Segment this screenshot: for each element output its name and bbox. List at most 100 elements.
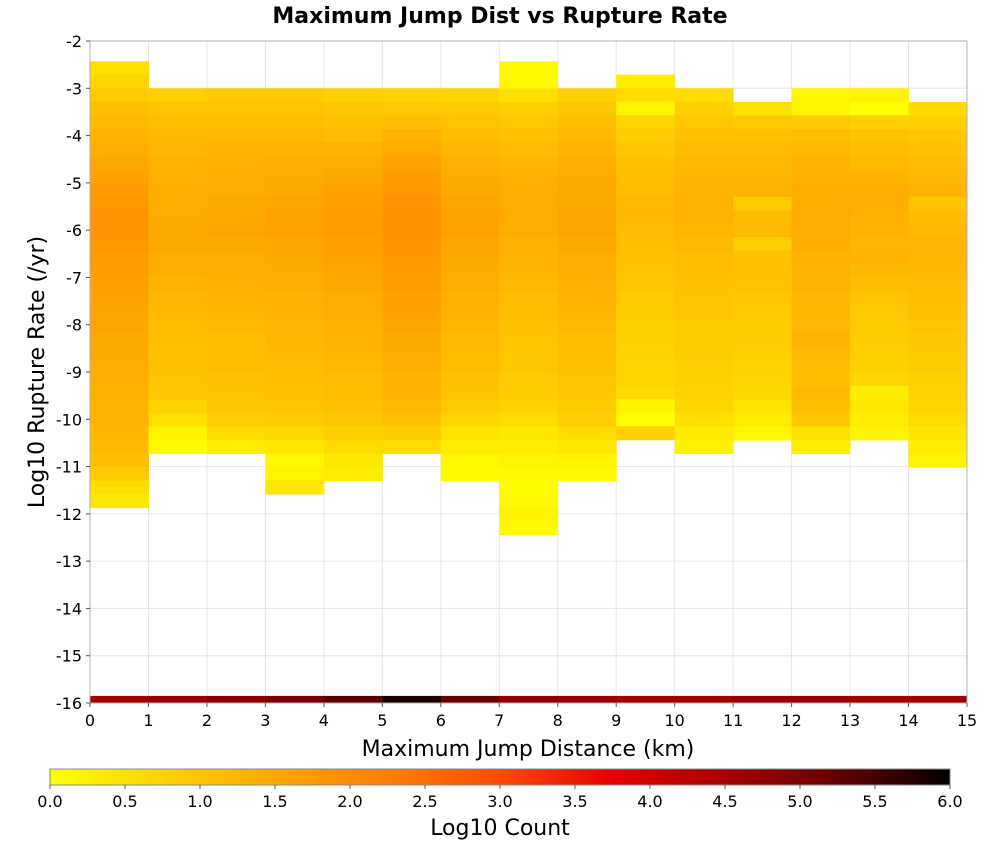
baseline-cell — [90, 695, 149, 703]
heatmap-cell — [557, 372, 617, 387]
heatmap-cell — [148, 277, 208, 292]
heatmap-cell — [323, 182, 383, 197]
heatmap-cell — [733, 101, 793, 117]
heatmap-cell — [206, 250, 266, 265]
heatmap-cell — [791, 142, 851, 157]
heatmap-cell — [90, 480, 149, 495]
heatmap-cell — [908, 277, 968, 292]
heatmap-cell — [616, 169, 676, 184]
heatmap-cell — [850, 128, 910, 143]
heatmap-cell — [557, 155, 617, 170]
heatmap-cell — [733, 223, 793, 238]
heatmap-cell — [206, 358, 266, 373]
colorbar-tick-label: 2.5 — [412, 792, 437, 811]
heatmap-cell — [90, 277, 149, 292]
heatmap-cell — [323, 169, 383, 184]
heatmap-cell — [733, 385, 793, 401]
x-tick-label: 12 — [781, 711, 801, 730]
heatmap-cell — [908, 413, 968, 428]
heatmap-cell — [850, 412, 910, 427]
heatmap-cell — [850, 115, 910, 130]
heatmap-cell — [616, 74, 676, 89]
heatmap-cell — [440, 250, 500, 265]
heatmap-cell — [323, 101, 383, 116]
heatmap-cell — [323, 196, 383, 211]
heatmap-cell — [90, 88, 149, 103]
heatmap-cell — [206, 128, 266, 143]
heatmap-cell — [323, 142, 383, 157]
heatmap-cell — [440, 209, 500, 225]
heatmap-cell — [440, 412, 500, 427]
heatmap-cell — [791, 358, 851, 373]
heatmap-cell — [440, 196, 500, 211]
heatmap-cell — [733, 196, 793, 211]
heatmap-cell — [206, 101, 266, 116]
heatmap-cell — [148, 426, 208, 441]
baseline-cell — [850, 695, 910, 703]
heatmap-cell — [733, 183, 793, 198]
heatmap-cell — [733, 115, 793, 130]
heatmap-cell — [499, 101, 559, 116]
x-tick-label: 0 — [85, 711, 95, 730]
y-axis-ticks: -2 -3 -4 -5 -6 -7 -8 -9 -10 -11 -12 -13 -14 -15 -16 — [56, 32, 90, 713]
heatmap-cell — [616, 223, 676, 238]
heatmap-cell — [148, 128, 208, 143]
heatmap-cell — [148, 412, 208, 427]
baseline-cell — [674, 695, 734, 703]
heatmap-cell — [499, 521, 559, 536]
heatmap-cell — [791, 182, 851, 197]
heatmap-cell — [265, 385, 325, 400]
heatmap-cell — [148, 196, 208, 211]
heatmap-cell — [440, 372, 500, 387]
heatmap-cell — [206, 331, 266, 346]
heatmap-cell — [791, 88, 851, 103]
heatmap-cell — [265, 182, 325, 197]
heatmap-cell — [616, 290, 676, 305]
heatmap-cell — [499, 277, 559, 292]
heatmap-cell — [148, 358, 208, 373]
heatmap-cell — [557, 331, 617, 346]
heatmap-cell — [323, 439, 383, 454]
heatmap-cell — [616, 209, 676, 224]
heatmap-cell — [265, 101, 325, 116]
heatmap-cell — [148, 155, 208, 170]
heatmap-cell — [382, 142, 442, 157]
heatmap-cell — [90, 494, 149, 509]
heatmap-cell — [557, 318, 617, 333]
heatmap-cell — [791, 128, 851, 143]
heatmap-cell — [265, 291, 325, 306]
y-tick-label: -7 — [66, 268, 82, 287]
heatmap-cell — [674, 372, 734, 387]
heatmap-cell — [791, 345, 851, 360]
heatmap-cell — [323, 304, 383, 319]
heatmap-cell — [90, 439, 149, 455]
heatmap-cell — [791, 101, 851, 116]
heatmap-cell — [90, 318, 149, 333]
heatmap-cell — [440, 291, 500, 306]
heatmap-cell — [440, 128, 500, 143]
heatmap-cell — [791, 291, 851, 306]
heatmap-cell — [850, 88, 910, 103]
heatmap-cell — [382, 412, 442, 427]
heatmap-cell — [499, 385, 559, 400]
x-tick-label: 11 — [723, 711, 743, 730]
heatmap-cell — [850, 372, 910, 387]
x-tick-label: 10 — [664, 711, 684, 730]
x-tick-label: 13 — [840, 711, 860, 730]
heatmap-cell — [850, 345, 910, 360]
heatmap-cell — [90, 345, 149, 360]
heatmap-cell — [791, 155, 851, 170]
heatmap-cell — [499, 88, 559, 103]
x-tick-label: 4 — [319, 711, 329, 730]
heatmap-cell — [323, 466, 383, 481]
heatmap-cell — [616, 385, 676, 400]
x-tick-label: 14 — [898, 711, 918, 730]
heatmap-cell — [323, 372, 383, 387]
heatmap-cell — [90, 237, 149, 252]
heatmap-cell — [148, 304, 208, 319]
heatmap-cell — [499, 291, 559, 306]
heatmap-cell — [616, 182, 676, 197]
y-tick-label: -16 — [56, 694, 82, 713]
heatmap-cell — [90, 331, 149, 346]
